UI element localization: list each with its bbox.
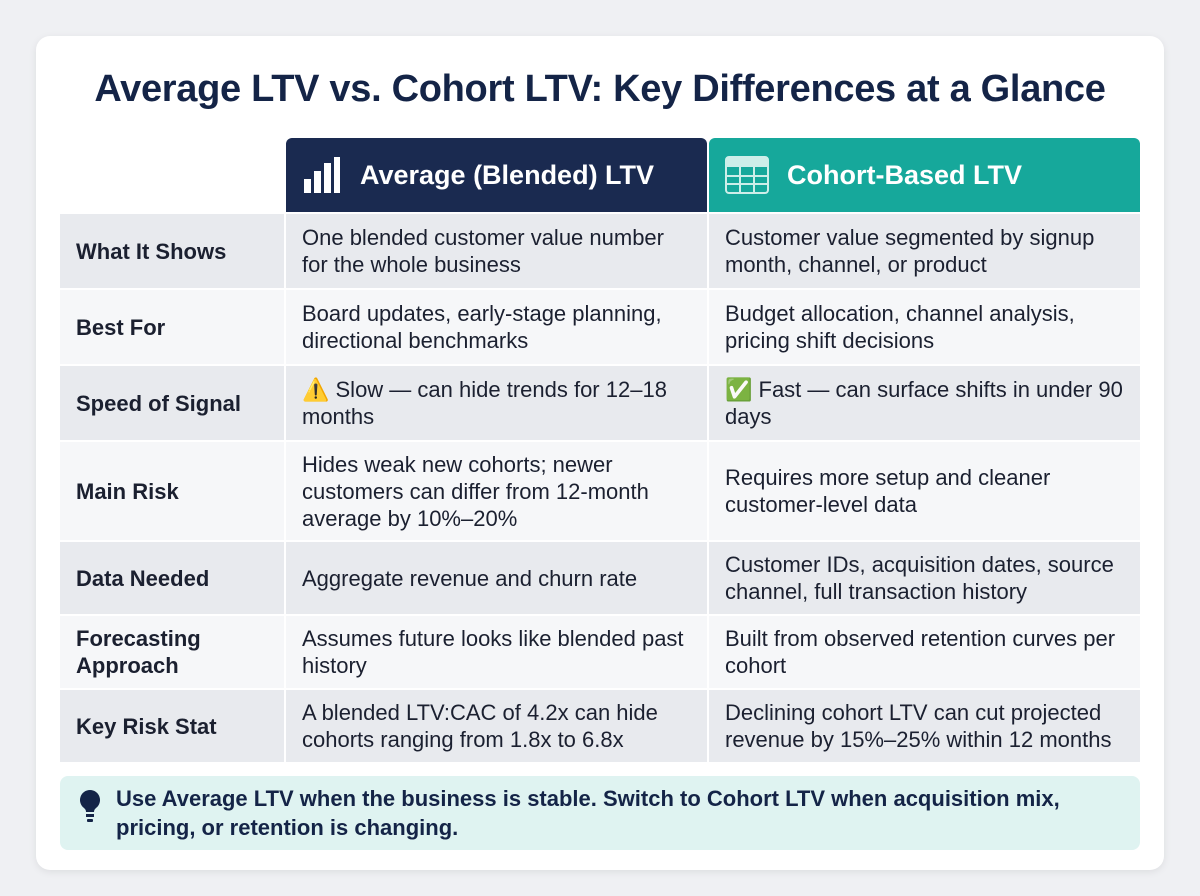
table-cell: ⚠️ Slow — can hide trends for 12–18 mont… <box>286 366 707 440</box>
table-cell: Assumes future looks like blended past h… <box>286 616 707 688</box>
table-cell: Customer IDs, acquisition dates, source … <box>709 542 1140 614</box>
column-title: Average (Blended) LTV <box>360 159 655 190</box>
table-cell: A blended LTV:CAC of 4.2x can hide cohor… <box>286 690 707 762</box>
column-title: Cohort-Based LTV <box>787 159 1022 190</box>
table-cell: Aggregate revenue and churn rate <box>286 542 707 614</box>
tip-box: Use Average LTV when the business is sta… <box>60 776 1140 850</box>
table-cell: Declining cohort LTV can cut projected r… <box>709 690 1140 762</box>
row-label: What It Shows <box>60 214 284 288</box>
tip-text: Use Average LTV when the business is sta… <box>116 786 1060 840</box>
table-cell: Budget allocation, channel analysis, pri… <box>709 290 1140 364</box>
row-label: Data Needed <box>60 542 284 614</box>
row-label: Main Risk <box>60 442 284 540</box>
row-label: Speed of Signal <box>60 366 284 440</box>
title: Average LTV vs. Cohort LTV: Key Differen… <box>94 68 1106 110</box>
row-label: Forecasting Approach <box>60 616 284 688</box>
bulb-icon <box>80 790 100 822</box>
table-cell: Customer value segmented by signup month… <box>709 214 1140 288</box>
table-cell: One blended customer value number for th… <box>286 214 707 288</box>
table-cell: ✅ Fast — can surface shifts in under 90 … <box>709 366 1140 440</box>
table-cell: Built from observed retention curves per… <box>709 616 1140 688</box>
table-cell: Requires more setup and cleaner customer… <box>709 442 1140 540</box>
table-cell: Hides weak new cohorts; newer customers … <box>286 442 707 540</box>
row-label: Key Risk Stat <box>60 690 284 762</box>
table-icon <box>725 156 769 194</box>
column-header: Cohort-Based LTV <box>709 138 1140 212</box>
table-cell: Board updates, early-stage planning, dir… <box>286 290 707 364</box>
row-label: Best For <box>60 290 284 364</box>
comparison-table: Average (Blended) LTV Cohort-Based LTV W… <box>60 138 1140 762</box>
corner <box>60 138 284 212</box>
column-header: Average (Blended) LTV <box>286 138 707 212</box>
bar-icon <box>304 157 340 193</box>
